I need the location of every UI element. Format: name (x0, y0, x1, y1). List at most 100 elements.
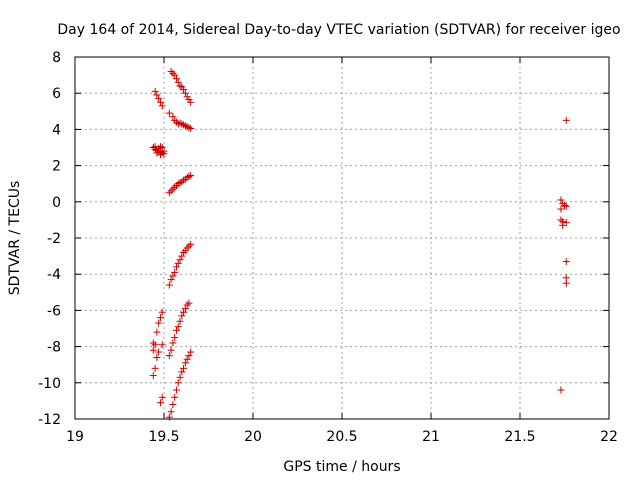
x-tick-label: 21 (422, 429, 440, 445)
data-point (158, 102, 166, 110)
data-point (172, 263, 180, 271)
y-tick-label: -6 (47, 303, 61, 319)
x-tick-label: 19 (66, 429, 84, 445)
data-point (158, 144, 166, 151)
data-point (185, 124, 193, 132)
data-point (155, 348, 163, 356)
data-point (156, 314, 164, 322)
data-point (187, 172, 195, 180)
data-point (151, 341, 159, 349)
data-point (181, 305, 189, 313)
data-point (185, 299, 193, 307)
chart-title: Day 164 of 2014, Sidereal Day-to-day VTE… (57, 22, 620, 38)
data-point (156, 98, 164, 106)
data-point (165, 413, 173, 421)
data-point (178, 178, 186, 186)
data-point (562, 258, 570, 266)
data-point (178, 252, 186, 260)
data-point (187, 240, 195, 248)
data-point (171, 71, 179, 79)
data-point (180, 364, 188, 372)
data-point (178, 120, 186, 128)
data-point (169, 185, 177, 193)
data-point (149, 346, 157, 354)
data-point (187, 348, 195, 356)
data-point (171, 268, 179, 276)
y-tick-label: -4 (47, 267, 61, 283)
data-point (183, 173, 191, 181)
data-point (158, 393, 166, 401)
data-point (559, 221, 567, 229)
data-point (169, 401, 177, 409)
data-point (172, 75, 180, 83)
x-tick-labels: 19 19.5 20 20.5 21 21.5 22 (66, 429, 618, 445)
data-point (176, 119, 184, 127)
data-point (181, 175, 189, 183)
data-point (153, 353, 161, 361)
data-point (185, 172, 193, 180)
data-point (557, 196, 565, 204)
data-point (167, 67, 175, 75)
data-point (153, 328, 161, 336)
y-tick-label: -10 (38, 376, 61, 392)
data-point (169, 339, 177, 347)
data-point (562, 219, 570, 227)
x-tick-label: 22 (600, 429, 618, 445)
data-point (156, 143, 164, 151)
data-point (559, 200, 567, 208)
data-point (174, 78, 182, 86)
data-point (176, 256, 184, 264)
data-point (158, 341, 166, 349)
data-point (167, 408, 175, 416)
y-tick-label: 4 (52, 122, 61, 138)
data-point (187, 124, 195, 132)
data-point (562, 279, 570, 287)
data-point (180, 121, 188, 129)
data-point (176, 82, 184, 90)
data-point (187, 98, 195, 106)
data-point (151, 87, 159, 95)
data-points (149, 67, 570, 421)
data-point (171, 393, 179, 401)
data-point (561, 201, 568, 209)
data-point (562, 116, 570, 124)
data-point (160, 150, 168, 158)
data-point (178, 312, 186, 320)
y-tick-label: 0 (52, 195, 61, 211)
data-point (180, 308, 188, 316)
data-point (176, 373, 184, 381)
data-point (149, 144, 157, 151)
data-point (176, 317, 184, 325)
x-tick-label: 20.5 (326, 429, 357, 445)
data-point (180, 86, 188, 94)
data-point (172, 326, 180, 334)
x-axis-label: GPS time / hours (283, 459, 400, 475)
data-point (149, 372, 157, 380)
data-point (180, 248, 188, 256)
y-tick-label: -8 (47, 340, 61, 356)
x-tick-label: 21.5 (504, 429, 535, 445)
data-point (167, 276, 175, 284)
data-point (165, 109, 173, 117)
data-point (156, 151, 164, 159)
data-point (185, 242, 193, 250)
data-point (181, 122, 189, 130)
data-point (174, 323, 182, 331)
grid-lines (75, 57, 609, 419)
axis-ticks (74, 56, 610, 420)
y-tick-label: 2 (52, 159, 61, 175)
data-point (185, 352, 193, 360)
data-point (180, 176, 188, 184)
x-tick-label: 20 (244, 429, 262, 445)
data-point (562, 202, 570, 210)
data-point (151, 364, 159, 372)
data-point (174, 259, 182, 267)
data-point (557, 205, 565, 213)
data-point (176, 179, 184, 187)
data-point (183, 355, 191, 363)
data-point (171, 334, 179, 342)
data-point (155, 144, 163, 152)
data-point (178, 368, 186, 376)
y-tick-label: -12 (38, 412, 61, 428)
